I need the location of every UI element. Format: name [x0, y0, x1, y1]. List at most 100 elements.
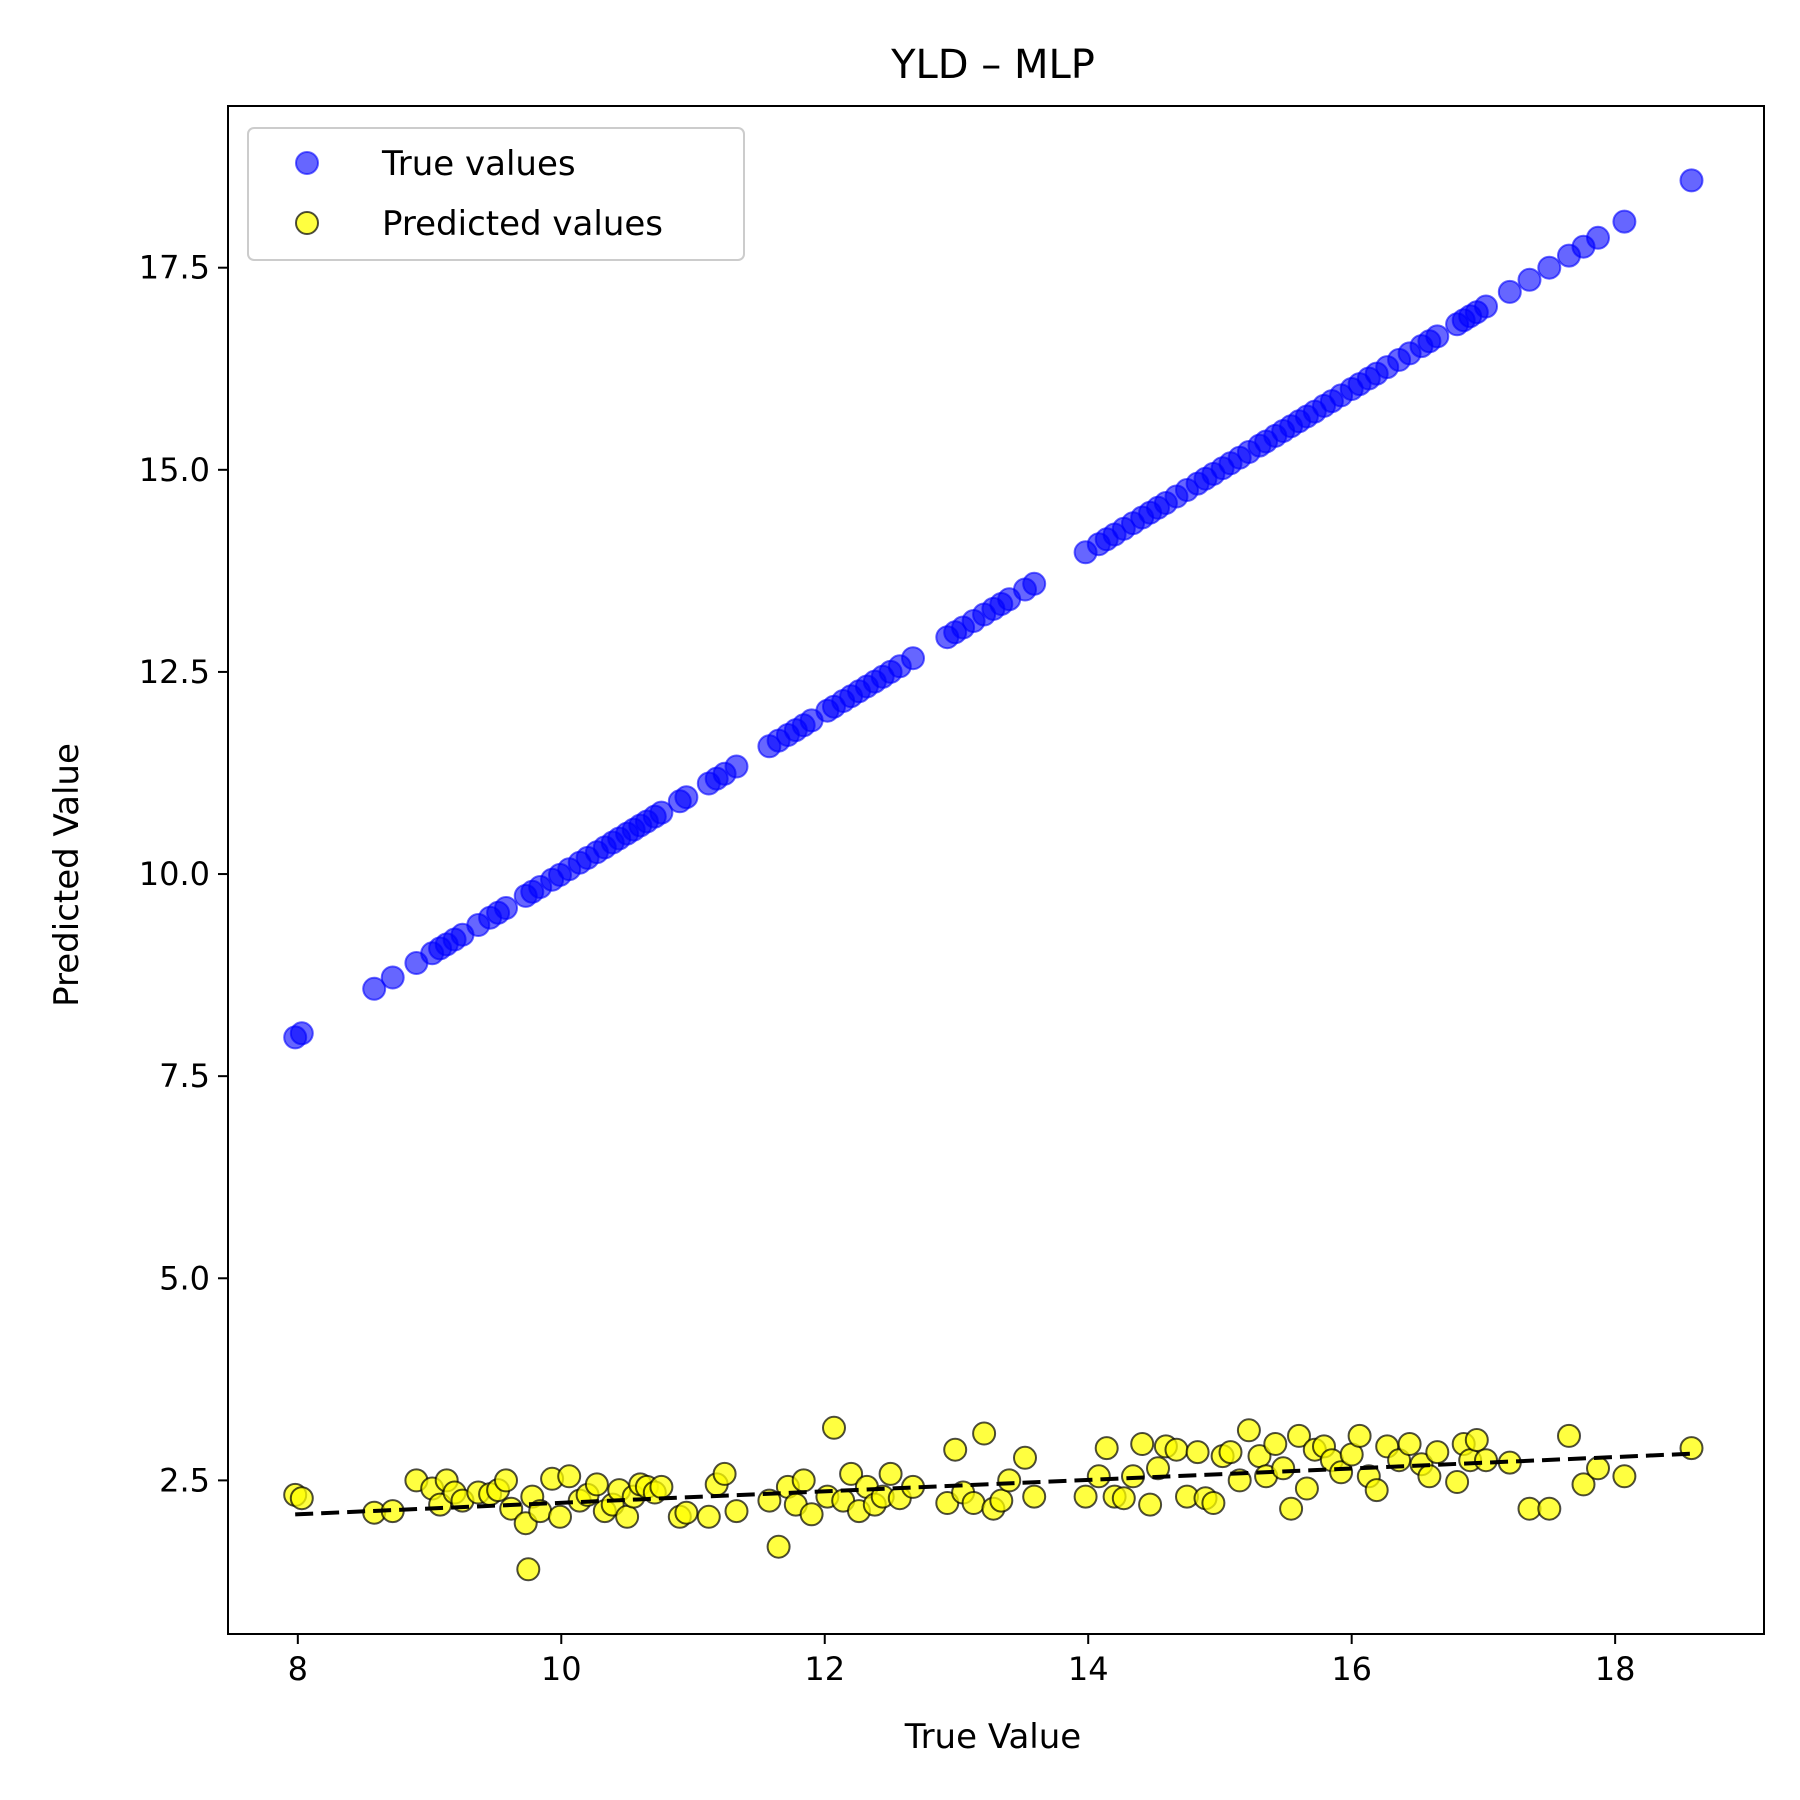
- predicted-value-point: [1397, 1432, 1422, 1456]
- predicted-value-point: [822, 1415, 846, 1440]
- predicted-value-point: [1271, 1456, 1296, 1481]
- legend-marker-predicted-values: [295, 211, 319, 235]
- predicted-value-point: [1586, 1456, 1610, 1481]
- predicted-value-point: [1236, 1418, 1261, 1443]
- true-value-point: [1474, 294, 1498, 319]
- legend-box: [247, 127, 745, 261]
- predicted-value-point: [791, 1468, 816, 1493]
- predicted-value-point: [1022, 1484, 1047, 1509]
- predicted-value-point: [1146, 1456, 1170, 1481]
- true-value-point: [1679, 168, 1704, 193]
- legend-label-true-values: True values: [381, 144, 576, 184]
- predicted-value-point: [1138, 1492, 1163, 1517]
- y-axis-label: Predicted Value: [47, 743, 87, 1007]
- true-value-point: [1497, 279, 1522, 304]
- predicted-value-point: [712, 1461, 737, 1486]
- predicted-value-point: [943, 1437, 968, 1462]
- predicted-value-point: [1537, 1496, 1562, 1521]
- true-value-point: [1586, 225, 1610, 250]
- predicted-value-point: [961, 1491, 986, 1515]
- predicted-value-point: [766, 1534, 791, 1559]
- predicted-value-point: [289, 1486, 314, 1511]
- predicted-value-point: [1130, 1432, 1155, 1456]
- predicted-value-point: [1279, 1496, 1304, 1521]
- series-predicted-values: [283, 1415, 1704, 1582]
- predicted-value-point: [696, 1504, 721, 1529]
- true-value-point: [362, 976, 387, 1001]
- true-value-point: [289, 1021, 314, 1046]
- predicted-value-point: [1464, 1428, 1489, 1452]
- x-axis: 8 10 12 14 16 18: [288, 1634, 1636, 1688]
- predicted-value-point: [1013, 1445, 1037, 1470]
- predicted-value-point: [972, 1421, 997, 1446]
- true-value-point: [1517, 267, 1542, 292]
- predicted-value-point: [1287, 1423, 1311, 1448]
- x-axis-label: True Value: [904, 1717, 1081, 1757]
- y-tick-label: 15.0: [139, 451, 210, 489]
- predicted-value-point: [1073, 1484, 1098, 1509]
- predicted-value-point: [878, 1461, 903, 1486]
- predicted-value-point: [516, 1557, 541, 1582]
- y-tick-label: 7.5: [159, 1057, 210, 1095]
- predicted-value-point: [997, 1468, 1022, 1493]
- predicted-value-point: [494, 1468, 518, 1493]
- predicted-value-point: [1557, 1423, 1581, 1448]
- predicted-value-point: [674, 1500, 699, 1525]
- series-true-values: [283, 168, 1704, 1050]
- predicted-value-point: [1111, 1486, 1136, 1511]
- true-value-point: [380, 965, 405, 990]
- predicted-value-point: [1417, 1464, 1442, 1489]
- legend-label-predicted-values: Predicted values: [382, 204, 663, 244]
- predicted-value-point: [1185, 1440, 1210, 1465]
- predicted-value-point: [1425, 1440, 1450, 1465]
- predicted-value-point: [649, 1474, 674, 1499]
- x-tick-label: 16: [1331, 1650, 1372, 1688]
- predicted-value-point: [1445, 1470, 1470, 1494]
- legend: True values Predicted values: [247, 127, 745, 261]
- predicted-value-point: [1201, 1491, 1226, 1515]
- predicted-value-point: [839, 1461, 864, 1486]
- true-value-point: [494, 896, 518, 920]
- y-tick-label: 5.0: [159, 1259, 210, 1297]
- predicted-value-point: [1612, 1464, 1637, 1489]
- predicted-value-point: [1263, 1432, 1288, 1456]
- predicted-value-point: [584, 1472, 609, 1497]
- legend-marker-true-values: [295, 151, 319, 175]
- predicted-value-point: [1571, 1472, 1596, 1497]
- x-tick-label: 8: [288, 1650, 308, 1688]
- predicted-value-point: [548, 1504, 572, 1529]
- true-value-point: [724, 754, 749, 779]
- true-value-point: [1612, 209, 1637, 234]
- true-value-point: [674, 785, 699, 810]
- predicted-value-point: [1517, 1496, 1542, 1521]
- predicted-value-point: [799, 1502, 824, 1527]
- x-tick-label: 14: [1068, 1650, 1109, 1688]
- plot-area: [227, 105, 1765, 1635]
- predicted-value-point: [1474, 1448, 1498, 1473]
- true-value-point: [1537, 255, 1562, 280]
- predicted-value-point: [1094, 1436, 1119, 1461]
- predicted-value-point: [1347, 1423, 1372, 1448]
- predicted-value-point: [1218, 1440, 1243, 1465]
- y-tick-label: 10.0: [139, 855, 210, 893]
- x-tick-label: 18: [1595, 1650, 1636, 1688]
- predicted-value-point: [1294, 1476, 1319, 1501]
- predicted-value-point: [1164, 1437, 1189, 1462]
- x-tick-label: 12: [804, 1650, 845, 1688]
- y-tick-label: 17.5: [139, 249, 210, 287]
- predicted-value-point: [989, 1488, 1014, 1513]
- predicted-value-point: [1364, 1478, 1389, 1503]
- predicted-value-point: [724, 1499, 749, 1524]
- predicted-value-point: [615, 1504, 640, 1529]
- chart-title: YLD – MLP: [890, 42, 1095, 88]
- true-value-point: [1425, 324, 1450, 349]
- x-tick-label: 10: [541, 1650, 582, 1688]
- predicted-value-point: [557, 1464, 582, 1489]
- true-value-point: [1022, 571, 1047, 596]
- predicted-value-point: [1086, 1464, 1111, 1489]
- y-axis: 2.5 5.0 7.5 10.0 12.5 15.0 17.5: [139, 249, 228, 1499]
- y-tick-label: 2.5: [159, 1461, 210, 1499]
- true-value-point: [901, 646, 925, 671]
- true-value-point: [649, 800, 674, 825]
